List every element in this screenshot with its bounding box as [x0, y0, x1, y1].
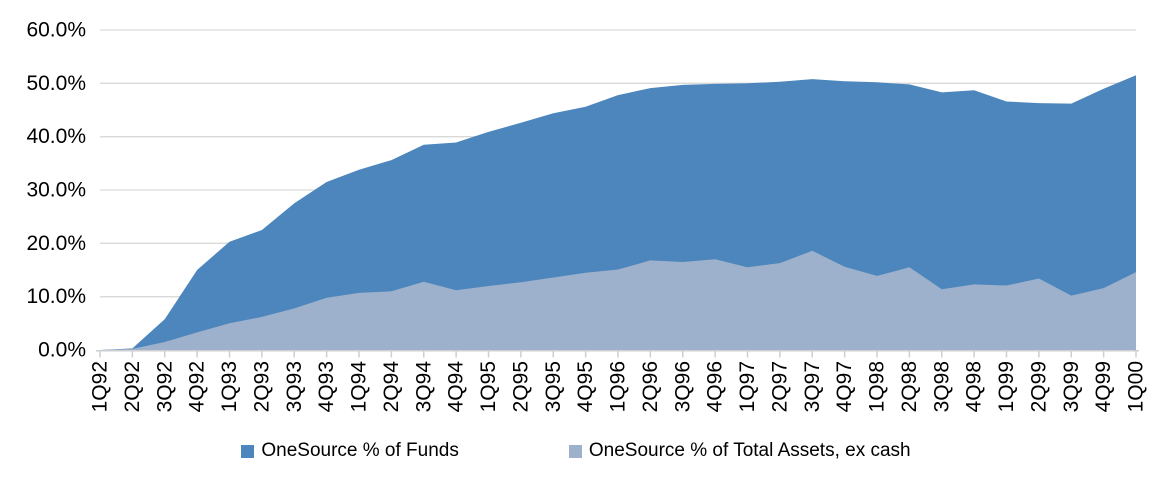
x-axis-label: 1Q98: [866, 361, 889, 412]
x-axis-label: 1Q96: [607, 361, 630, 412]
x-axis-label: 4Q99: [1092, 361, 1115, 412]
y-axis-label: 10.0%: [26, 285, 86, 308]
x-axis-label: 1Q97: [736, 361, 759, 412]
x-axis-label: 2Q98: [898, 361, 921, 412]
y-axis-label: 20.0%: [26, 232, 86, 255]
x-axis-label: 1Q00: [1125, 361, 1148, 412]
area-series-total-assets: [100, 250, 1136, 350]
x-axis-label: 3Q94: [412, 361, 435, 413]
x-axis-label: 2Q93: [250, 361, 273, 412]
chart-legend: OneSource % of Funds OneSource % of Tota…: [0, 440, 1152, 462]
x-axis-label: 3Q97: [801, 361, 824, 412]
x-axis-label: 3Q93: [283, 361, 306, 412]
x-axis-label: 1Q94: [348, 361, 371, 413]
y-axis-label: 30.0%: [26, 179, 86, 202]
area-chart-plot: 0.0% 10.0% 20.0% 30.0% 40.0% 50.0% 60.0% 1Q92 2Q…: [26, 19, 1148, 413]
total-assets-legend-label: OneSource % of Total Assets, ex cash: [588, 440, 911, 461]
x-axis-label: 3Q96: [671, 361, 694, 412]
x-axis-label: 3Q95: [542, 361, 565, 412]
x-axis-label: 4Q93: [315, 361, 338, 412]
x-axis-label: 2Q94: [380, 361, 403, 413]
x-axis-label: 2Q96: [639, 361, 662, 412]
y-axis-label: 60.0%: [26, 19, 86, 42]
x-axis-label: 1Q93: [218, 361, 241, 412]
x-axis-label: 2Q97: [768, 361, 791, 412]
x-axis-label: 2Q92: [121, 361, 144, 412]
total-assets-legend-swatch-icon: [568, 444, 582, 458]
x-axis-label: 1Q95: [477, 361, 500, 412]
x-axis-label: 3Q92: [153, 361, 176, 412]
legend-item-total-assets: OneSource % of Total Assets, ex cash: [568, 440, 911, 462]
y-axis-label: 0.0%: [38, 339, 86, 362]
x-axis-label: 4Q94: [445, 361, 468, 413]
x-axis-label: 4Q95: [574, 361, 597, 412]
x-axis-label: 2Q99: [1027, 361, 1050, 412]
legend-item-funds: OneSource % of Funds: [241, 440, 459, 462]
x-axis-label: 3Q99: [1060, 361, 1083, 412]
x-axis-label: 2Q95: [509, 361, 532, 412]
y-axis-label: 40.0%: [26, 125, 86, 148]
x-axis-label: 1Q99: [995, 361, 1018, 412]
x-axis-label: 4Q97: [833, 361, 856, 412]
funds-legend-swatch-icon: [241, 444, 255, 458]
x-axis-label: 3Q98: [930, 361, 953, 412]
x-axis-label: 4Q92: [186, 361, 209, 412]
x-axis-label: 1Q92: [89, 361, 112, 412]
y-axis-label: 50.0%: [26, 72, 86, 95]
x-axis-label: 4Q98: [963, 361, 986, 412]
funds-legend-label: OneSource % of Funds: [261, 440, 459, 461]
x-axis-label: 4Q96: [704, 361, 727, 412]
